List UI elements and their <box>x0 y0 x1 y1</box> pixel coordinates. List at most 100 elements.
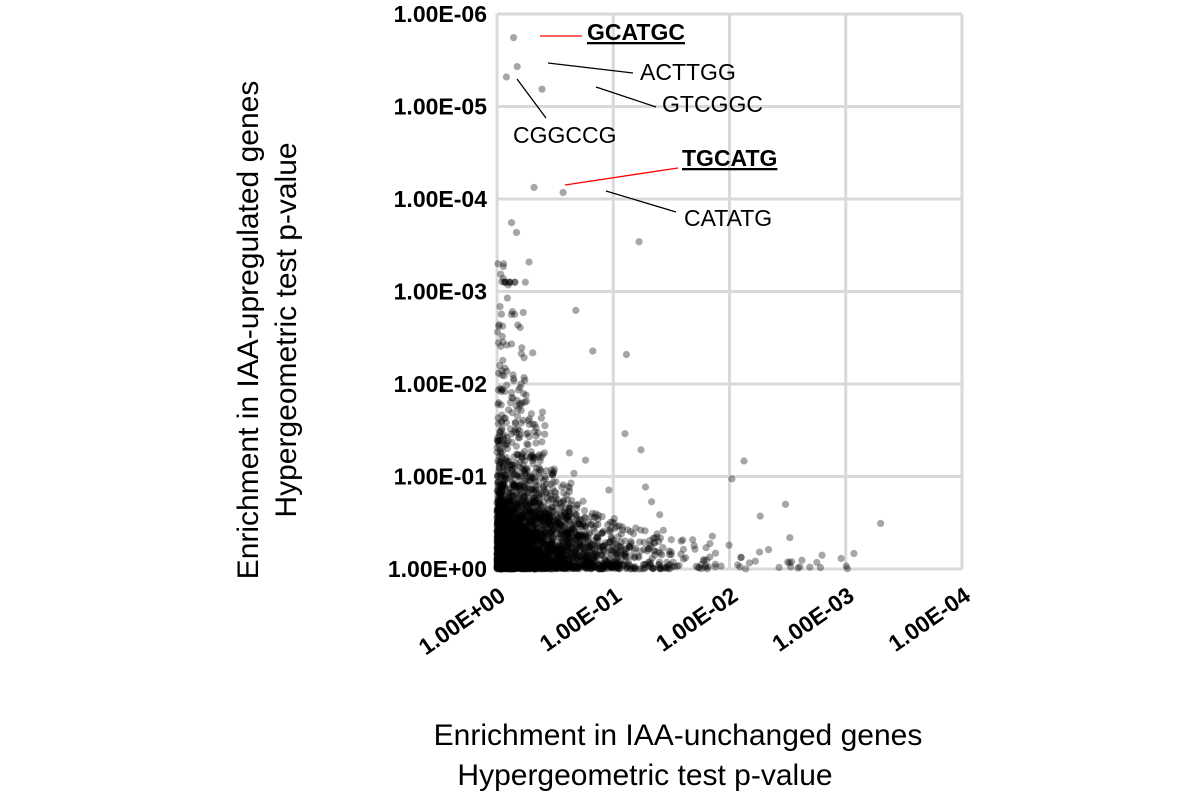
data-point <box>625 542 634 551</box>
data-point <box>637 526 645 534</box>
data-point <box>627 552 635 560</box>
data-point <box>507 564 516 572</box>
data-point <box>631 553 639 561</box>
data-point <box>644 545 652 553</box>
data-point <box>500 477 508 485</box>
data-point <box>493 562 502 570</box>
y-axis-ticks: 1.00E+001.00E-011.00E-021.00E-031.00E-04… <box>388 1 487 582</box>
data-point <box>703 565 711 573</box>
data-point <box>496 553 504 562</box>
data-point <box>494 559 502 567</box>
data-point <box>515 430 523 439</box>
data-point <box>557 543 565 551</box>
data-point <box>497 523 506 531</box>
data-point <box>499 556 508 564</box>
data-point <box>567 561 575 569</box>
data-point <box>517 557 525 565</box>
data-point <box>539 483 547 491</box>
data-point <box>609 543 617 551</box>
data-point <box>511 419 519 427</box>
data-point <box>510 563 518 571</box>
data-point <box>518 531 527 539</box>
data-point <box>557 564 565 572</box>
data-point <box>512 535 520 543</box>
data-point <box>527 448 535 456</box>
data-point <box>500 542 508 551</box>
data-point <box>655 561 663 569</box>
data-point <box>499 546 507 554</box>
data-point <box>599 541 608 550</box>
data-point <box>519 416 527 424</box>
data-point <box>519 308 527 317</box>
data-point <box>494 537 502 545</box>
data-point <box>579 497 587 505</box>
data-point <box>497 558 505 566</box>
x-tick-label: 1.00E-02 <box>651 582 742 657</box>
data-point <box>539 505 547 513</box>
data-point <box>497 556 505 564</box>
data-point <box>511 425 519 434</box>
data-point <box>493 545 502 553</box>
data-point <box>510 549 518 557</box>
data-point <box>534 551 542 559</box>
data-point <box>524 441 532 449</box>
data-point <box>500 548 509 556</box>
data-point <box>495 520 504 528</box>
data-point <box>580 506 589 515</box>
data-point <box>506 532 514 540</box>
data-point <box>522 563 530 571</box>
data-point <box>547 513 555 521</box>
data-point <box>531 506 539 515</box>
data-point <box>499 508 508 516</box>
y-tick-label: 1.00E-06 <box>394 1 487 27</box>
data-point <box>553 557 562 565</box>
data-point <box>616 557 624 566</box>
data-point <box>540 520 548 528</box>
data-point <box>646 543 655 551</box>
data-point <box>510 559 518 567</box>
data-point <box>500 535 508 543</box>
data-point <box>585 543 594 551</box>
data-point <box>502 471 511 479</box>
data-point <box>536 537 544 545</box>
data-point <box>537 513 545 522</box>
data-point <box>539 557 548 565</box>
data-point <box>816 563 824 572</box>
data-point <box>538 513 546 522</box>
data-point <box>513 563 522 572</box>
data-point <box>567 558 575 566</box>
data-point <box>521 278 529 286</box>
data-point <box>573 515 581 523</box>
data-point <box>497 486 506 494</box>
y-tick-label: 1.00E-02 <box>394 371 487 397</box>
data-point <box>505 507 513 515</box>
data-point <box>544 532 552 540</box>
data-point <box>559 564 567 573</box>
data-point <box>530 542 538 550</box>
data-point <box>521 559 529 567</box>
data-point <box>562 543 571 551</box>
data-point <box>500 544 508 552</box>
grid <box>495 12 964 571</box>
data-point <box>515 474 523 482</box>
data-point <box>523 503 531 511</box>
data-point <box>511 556 519 564</box>
data-point <box>508 557 516 566</box>
data-point <box>667 536 675 544</box>
data-point <box>502 544 510 552</box>
data-point <box>520 539 528 547</box>
data-point <box>569 539 577 547</box>
data-point <box>557 563 566 571</box>
data-point <box>499 559 507 568</box>
data-point <box>526 552 535 561</box>
data-point <box>775 563 783 572</box>
data-point <box>500 520 508 529</box>
data-point <box>530 563 538 571</box>
data-point <box>539 558 547 566</box>
data-point <box>637 547 645 555</box>
data-point <box>493 559 501 568</box>
data-point <box>498 558 506 567</box>
data-point <box>499 559 508 567</box>
data-point <box>540 531 548 540</box>
data-point <box>565 507 573 515</box>
